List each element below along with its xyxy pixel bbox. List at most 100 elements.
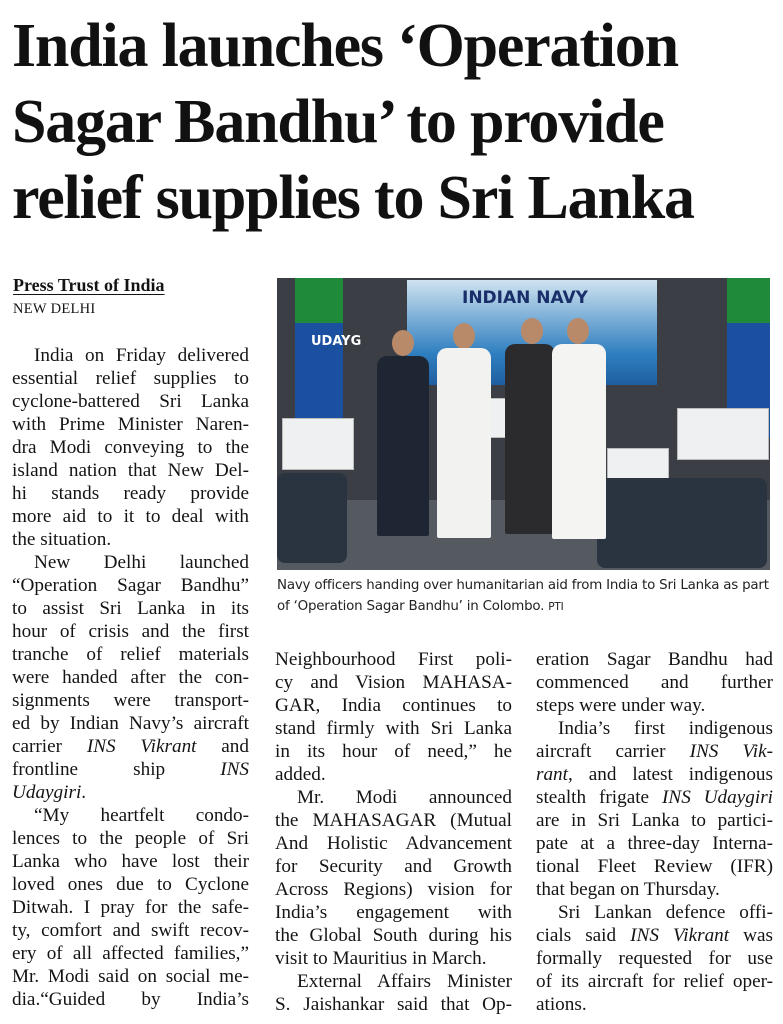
text-line: cy and Vision MAHASA- xyxy=(275,672,512,693)
text-line: stealth frigate INS Udaygiri xyxy=(536,786,773,809)
text-line: cials said INS Vikrant was xyxy=(536,924,773,947)
text-line: for Security and Growth xyxy=(275,856,512,877)
photo-caption: Navy officers handing over humanitarian … xyxy=(277,575,777,618)
italic-ship-name: INS Vikrant xyxy=(86,736,197,757)
news-photo: UDAYG INDIAN NAVY xyxy=(277,278,770,570)
text-line: “Operation Sagar Bandhu” xyxy=(12,575,249,596)
text-line: stand firmly with Sri Lanka xyxy=(275,718,512,739)
headline: India launches ‘Operation Sagar Bandhu’ … xyxy=(12,12,695,232)
dateline: NEW DELHI xyxy=(13,301,96,317)
text-segment: and xyxy=(196,736,249,757)
text-line: Neighbourhood First poli- xyxy=(275,649,512,670)
text-line: pate at a three-day Interna- xyxy=(536,833,773,854)
text-segment: frontline ship xyxy=(12,759,221,780)
text-line: with Prime Minister Naren- xyxy=(12,414,249,435)
italic-ship-name: INS xyxy=(220,759,249,780)
article-column-1: India on Friday delivered essential relie… xyxy=(12,344,249,1011)
text-line: more aid to it to deal with xyxy=(12,506,249,527)
text-line: ty, comfort and swift recov- xyxy=(12,920,249,941)
article-column-3: eration Sagar Bandhu had commenced and fu… xyxy=(536,648,773,1016)
flag-lettering: UDAYG xyxy=(311,334,362,349)
text-line: Across Regions) vision for xyxy=(275,879,512,900)
text-line: And Holistic Advancement xyxy=(275,833,512,854)
text-line: Mr. Modi said on social me- xyxy=(12,966,249,987)
text-line: island nation that New Del- xyxy=(12,460,249,481)
text-line: Mr. Modi announced xyxy=(297,787,512,808)
text-line: that began on Thursday. xyxy=(536,879,720,900)
text-line: tranche of relief materials xyxy=(12,644,249,665)
text-line: signments were transport- xyxy=(12,690,249,711)
text-line: to assist Sri Lanka in its xyxy=(12,598,249,619)
text-line: in its hour of need,” he xyxy=(275,741,512,762)
text-line: External Affairs Minister xyxy=(297,971,512,992)
text-line: Sri Lankan defence offi- xyxy=(558,902,773,923)
text-line: hi stands ready provide xyxy=(12,483,249,504)
text-line: visit to Mauritius in March. xyxy=(275,948,487,969)
text-line: India on Friday delivered xyxy=(34,345,249,366)
text-line: dra Modi conveying to the xyxy=(12,437,249,458)
text-line: eration Sagar Bandhu had xyxy=(536,649,773,670)
text-segment: cials said xyxy=(536,925,631,946)
text-line: the MAHASAGAR (Mutual xyxy=(275,810,512,831)
officer-white-uniform xyxy=(437,348,491,538)
text-segment: , and latest indigenous xyxy=(568,764,773,785)
article-column-2: Neighbourhood First poli-cy and Vision M… xyxy=(275,648,512,1016)
person-head xyxy=(567,318,589,344)
civilian-official xyxy=(505,344,555,534)
text-line: “My heartfelt condo- xyxy=(34,805,249,826)
text-line: Lanka who have lost their xyxy=(12,851,249,872)
text-line: rant, and latest indigenous xyxy=(536,763,773,786)
text-line: S. Jaishankar said that Op- xyxy=(275,994,512,1015)
text-line: lences to the people of Sri xyxy=(12,828,249,849)
person-head xyxy=(453,323,475,349)
text-line: formally requested for use xyxy=(536,948,773,969)
text-line: ations. xyxy=(536,994,587,1015)
text-segment: stealth frigate xyxy=(536,787,662,808)
italic-ship-name: INS Udaygiri xyxy=(662,787,773,808)
banner-lettering: INDIAN NAVY xyxy=(462,288,588,308)
person-head xyxy=(521,318,543,344)
text-line: commenced and further xyxy=(536,672,773,693)
text-line: GAR, India continues to xyxy=(275,695,512,716)
relief-box xyxy=(677,408,769,460)
text-line: the Global South during his xyxy=(275,925,512,946)
text-line: essential relief supplies to xyxy=(12,368,249,389)
italic-ship-name: INS Vikrant xyxy=(630,925,730,946)
text-segment: was xyxy=(729,925,773,946)
text-line: ed by Indian Navy’s aircraft xyxy=(12,713,249,734)
officer-white-uniform xyxy=(552,344,606,539)
italic-ship-name: INS Vik- xyxy=(689,741,773,762)
relief-bags xyxy=(277,473,347,563)
text-line: loved ones due to Cyclone xyxy=(12,874,249,895)
person-head xyxy=(392,330,414,356)
text-line: steps were under way. xyxy=(536,695,706,716)
ship-flag-left: UDAYG xyxy=(295,278,362,438)
byline: Press Trust of India xyxy=(13,275,165,295)
text-line: ery of all affected families,” xyxy=(12,943,249,964)
text-line: India’s engagement with xyxy=(275,902,512,923)
text-line: cyclone-battered Sri Lanka xyxy=(12,391,249,412)
text-segment: aircraft carrier xyxy=(536,741,690,762)
text-line: aircraft carrier INS Vik- xyxy=(536,740,773,763)
text-line: the situation. xyxy=(12,529,112,550)
text-segment: . xyxy=(81,782,87,803)
text-line: added. xyxy=(275,764,326,785)
text-line: tional Fleet Review (IFR) xyxy=(536,856,773,877)
text-line: are in Sri Lanka to partici- xyxy=(536,810,773,831)
text-line: Ditwah. I pray for the safe- xyxy=(12,897,249,918)
text-line: frontline ship INS xyxy=(12,758,249,781)
text-line: of its aircraft for relief oper- xyxy=(536,971,773,992)
text-line: dia.“Guided by India’s xyxy=(12,989,249,1010)
relief-box xyxy=(282,418,354,470)
text-line: hour of crisis and the first xyxy=(12,621,249,642)
text-line: India’s first indigenous xyxy=(558,718,773,739)
italic-ship-name: Udaygiri xyxy=(12,782,82,803)
text-line: were handed after the con- xyxy=(12,667,249,688)
relief-bags xyxy=(597,478,767,568)
text-line: carrier INS Vikrant and xyxy=(12,735,249,758)
italic-ship-name: rant xyxy=(536,764,568,785)
photo-credit: PTI xyxy=(548,601,564,613)
text-line: New Delhi launched xyxy=(34,552,249,573)
text-segment: carrier xyxy=(12,736,87,757)
officer-dark-uniform xyxy=(377,356,429,536)
